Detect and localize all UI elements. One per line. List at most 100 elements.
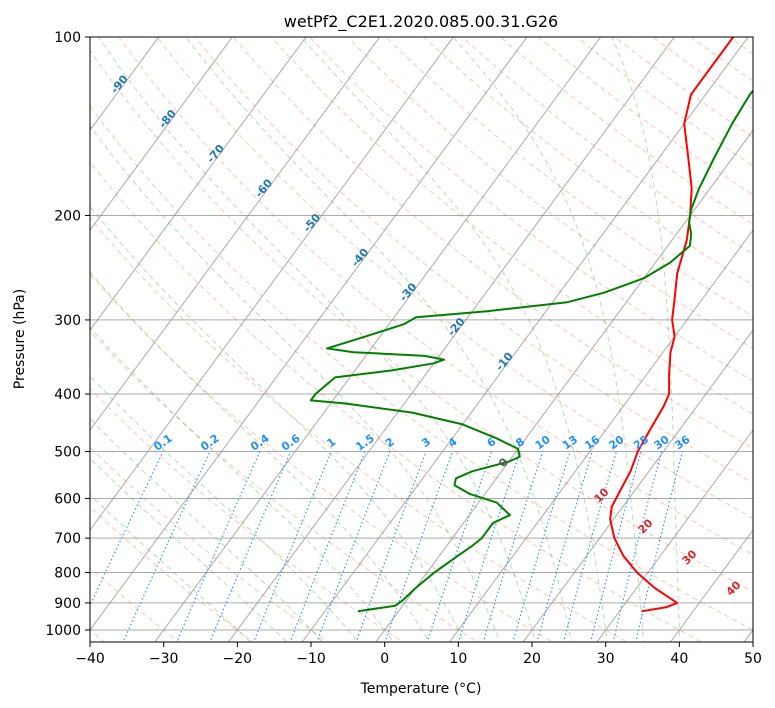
dry-adiabat <box>270 37 753 415</box>
dry-adiabat <box>347 37 753 349</box>
y-tick-label: 900 <box>54 596 81 612</box>
mixing-ratio-label: 0.6 <box>279 432 303 454</box>
dry-adiabat <box>90 330 479 642</box>
mixing-ratio-line <box>612 451 663 642</box>
dry-adiabat <box>90 273 554 642</box>
mixing-ratio-label: 6 <box>485 435 499 450</box>
mixing-ratio-label: 1.5 <box>353 432 376 454</box>
isotherm-label: -90 <box>108 72 131 96</box>
isotherm-line <box>90 37 381 431</box>
dry-adiabat <box>90 567 180 642</box>
mixing-ratio-label: 13 <box>560 433 580 452</box>
mixing-ratio-line <box>122 451 211 642</box>
isotherm-label: -70 <box>204 142 227 166</box>
isotherm-line <box>90 37 454 531</box>
temperature-line <box>609 37 735 613</box>
moist-adiabat <box>90 493 252 642</box>
y-tick-label: 800 <box>54 566 81 582</box>
background-lines <box>90 11 775 654</box>
dry-adiabat <box>461 37 753 256</box>
dry-adiabat <box>90 49 753 593</box>
mixing-ratio-line <box>512 451 571 642</box>
dry-adiabat <box>385 37 753 318</box>
x-tick-label: −30 <box>149 651 179 667</box>
mixing-ratio-line <box>457 451 521 642</box>
moist-adiabat <box>90 375 359 642</box>
mixing-ratio-line <box>209 451 292 642</box>
moist-adiabat <box>90 205 465 642</box>
mixing-ratio-line <box>289 451 366 642</box>
x-tick-label: 0 <box>380 651 389 667</box>
dry-adiabat-label: 30 <box>680 547 700 567</box>
dry-adiabat <box>769 11 775 654</box>
mixing-ratio-label: 10 <box>533 433 553 453</box>
y-tick-label: 700 <box>54 531 81 547</box>
isotherm-line <box>596 429 753 642</box>
moist-adiabat <box>611 37 681 642</box>
isotherm-line <box>90 37 233 232</box>
x-tick-label: 10 <box>449 651 467 667</box>
mixing-ratio-line <box>482 451 544 642</box>
isotherm-line <box>301 37 749 642</box>
line-labels: 0.1 0.2 0.4 0.6 1 1.5 2 3 4 6 8 10 13 16 20 25 30 36-100-… <box>108 72 744 598</box>
isotherm-label: -20 <box>445 315 468 339</box>
mixing-ratio-label: 1 <box>325 435 339 450</box>
y-tick-label: 500 <box>54 444 81 460</box>
isotherm-line <box>90 37 160 132</box>
mixing-ratio-label: 4 <box>446 435 460 450</box>
y-tick-label: 600 <box>54 491 81 507</box>
dry-adiabat-label: 20 <box>636 516 656 536</box>
mixing-ratio-label: 0.2 <box>198 432 221 454</box>
isotherm-label: -30 <box>397 280 420 304</box>
x-tick-label: −20 <box>223 651 253 667</box>
isotherm-line <box>448 229 753 642</box>
isotherm-line <box>522 329 753 642</box>
dry-adiabat-label: 40 <box>724 578 744 598</box>
moist-adiabat <box>90 326 395 642</box>
mixing-ratio-label: 0.4 <box>248 432 272 454</box>
isotherm-label: -40 <box>349 246 372 270</box>
y-tick-label: 1000 <box>45 623 81 639</box>
profile-lines <box>309 37 753 613</box>
x-tick-label: 50 <box>744 651 762 667</box>
dry-adiabat <box>499 37 753 225</box>
isotherm-line <box>375 129 753 642</box>
x-tick-label: 40 <box>670 651 688 667</box>
dry-adiabat <box>728 37 753 55</box>
x-tick-label: −10 <box>296 651 326 667</box>
y-tick-label: 300 <box>54 313 81 329</box>
y-tick-label: 200 <box>54 209 81 225</box>
isotherm-label: -10 <box>493 350 516 374</box>
y-axis-label: Pressure (hPa) <box>12 289 28 389</box>
mixing-ratio-line <box>563 451 618 642</box>
isotherm-line <box>154 37 602 642</box>
mixing-ratio-line <box>426 451 493 642</box>
dry-adiabat <box>90 161 703 642</box>
x-tick-label: 30 <box>597 651 615 667</box>
axes: −40 −30 −20 −10 0 10 20 30 40 5010020030040050060… <box>45 30 762 667</box>
plot-frame <box>89 36 754 643</box>
isotherm-label: 0 <box>496 455 511 469</box>
mixing-ratio-line <box>536 451 593 642</box>
isotherm-label: -60 <box>252 176 275 200</box>
moist-adiabat <box>185 37 572 642</box>
moist-adiabat <box>90 418 324 642</box>
dry-adiabat <box>575 37 753 167</box>
dry-adiabat <box>232 37 753 449</box>
isotherm-line <box>90 37 307 331</box>
isotherm-line <box>90 37 528 631</box>
y-tick-label: 400 <box>54 387 81 403</box>
mixing-ratio-label: 0.1 <box>151 432 174 454</box>
dry-adiabat <box>308 37 753 382</box>
dry-adiabat <box>194 37 753 484</box>
isotherm-line <box>669 529 753 642</box>
x-tick-label: 20 <box>523 651 541 667</box>
mixing-ratio-line <box>90 451 164 607</box>
dry-adiabat <box>156 37 753 519</box>
moist-adiabat <box>90 271 430 642</box>
mixing-ratio-label: 3 <box>419 435 433 450</box>
mixing-ratio-label: 2 <box>383 435 397 450</box>
dry-adiabat <box>90 506 255 642</box>
mixing-ratio-line <box>590 451 642 642</box>
